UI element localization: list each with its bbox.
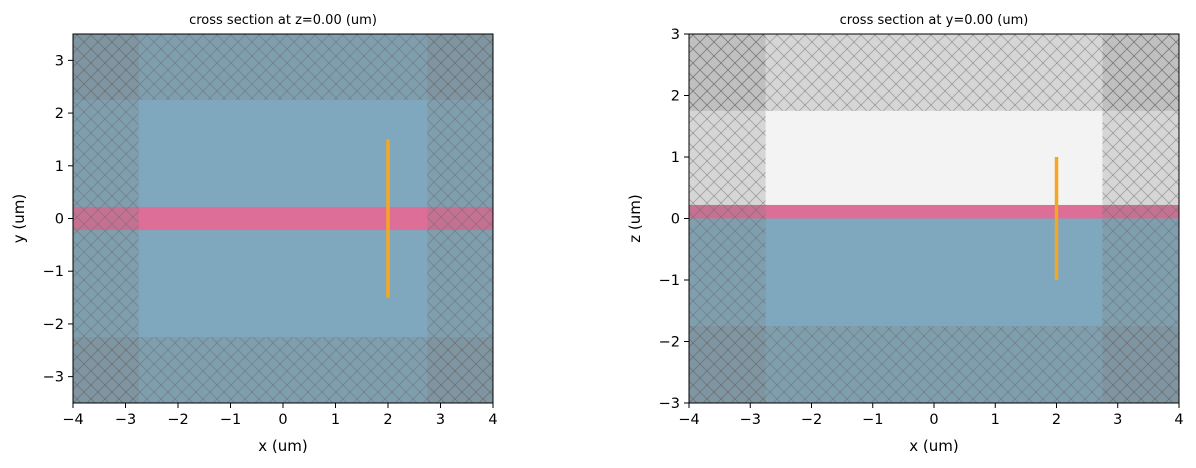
- x-axis-label: x (um): [909, 437, 958, 455]
- x-ticks: −4 −3 −2 −1 0 1 2 3 4: [678, 403, 1184, 428]
- y-tick-label: 0: [671, 212, 680, 228]
- x-tick-label: −2: [801, 412, 822, 428]
- x-tick-label: −3: [740, 412, 761, 428]
- x-tick-label: −2: [167, 412, 188, 428]
- plot-title: cross section at y=0.00 (um): [840, 13, 1029, 28]
- x-tick-label: 3: [1113, 412, 1122, 428]
- y-tick-label: −3: [43, 370, 64, 386]
- pml-layer: [73, 34, 493, 403]
- y-tick-label: 1: [55, 159, 64, 175]
- y-tick-label: 2: [55, 106, 64, 122]
- panel-xz-section: cross section at y=0.00 (um) −4 −3 −2 −1 0 1 2…: [626, 13, 1184, 455]
- pml-top: [689, 34, 1179, 111]
- x-tick-label: 4: [488, 412, 497, 428]
- x-tick-label: −4: [678, 412, 699, 428]
- y-tick-label: 2: [671, 89, 680, 105]
- y-tick-label: −2: [659, 335, 680, 351]
- x-tick-label: 4: [1174, 412, 1183, 428]
- x-tick-label: 0: [929, 412, 938, 428]
- x-tick-label: 2: [383, 412, 392, 428]
- y-axis-label: y (um): [10, 194, 28, 243]
- y-tick-label: −2: [43, 317, 64, 333]
- x-axis-label: x (um): [258, 437, 307, 455]
- x-tick-label: 1: [331, 412, 340, 428]
- y-ticks: −3 −2 −1 0 1 2 3: [659, 27, 689, 412]
- x-tick-label: −1: [220, 412, 241, 428]
- pml-layer: [689, 34, 1179, 403]
- y-tick-label: −1: [659, 273, 680, 289]
- x-tick-label: 2: [1052, 412, 1061, 428]
- pml-bottom: [689, 326, 1179, 403]
- y-tick-label: −3: [659, 396, 680, 412]
- y-tick-label: 3: [671, 27, 680, 43]
- x-tick-label: −1: [862, 412, 883, 428]
- x-tick-label: −3: [115, 412, 136, 428]
- y-tick-label: 1: [671, 150, 680, 166]
- x-tick-label: −4: [62, 412, 83, 428]
- x-tick-label: 1: [991, 412, 1000, 428]
- y-ticks: −3 −2 −1 0 1 2 3: [43, 53, 73, 386]
- y-tick-label: 3: [55, 53, 64, 69]
- pml-top: [73, 34, 493, 100]
- x-tick-label: 3: [436, 412, 445, 428]
- panel-xy-section: cross section at z=0.00 (um) −4 −3 −2 −1 0 1 2…: [10, 13, 498, 455]
- y-axis-label: z (um): [626, 194, 644, 242]
- y-tick-label: 0: [55, 212, 64, 228]
- x-ticks: −4 −3 −2 −1 0 1 2 3 4: [62, 403, 498, 428]
- plot-title: cross section at z=0.00 (um): [189, 13, 377, 28]
- y-tick-label: −1: [43, 264, 64, 280]
- pml-bottom: [73, 337, 493, 403]
- x-tick-label: 0: [278, 412, 287, 428]
